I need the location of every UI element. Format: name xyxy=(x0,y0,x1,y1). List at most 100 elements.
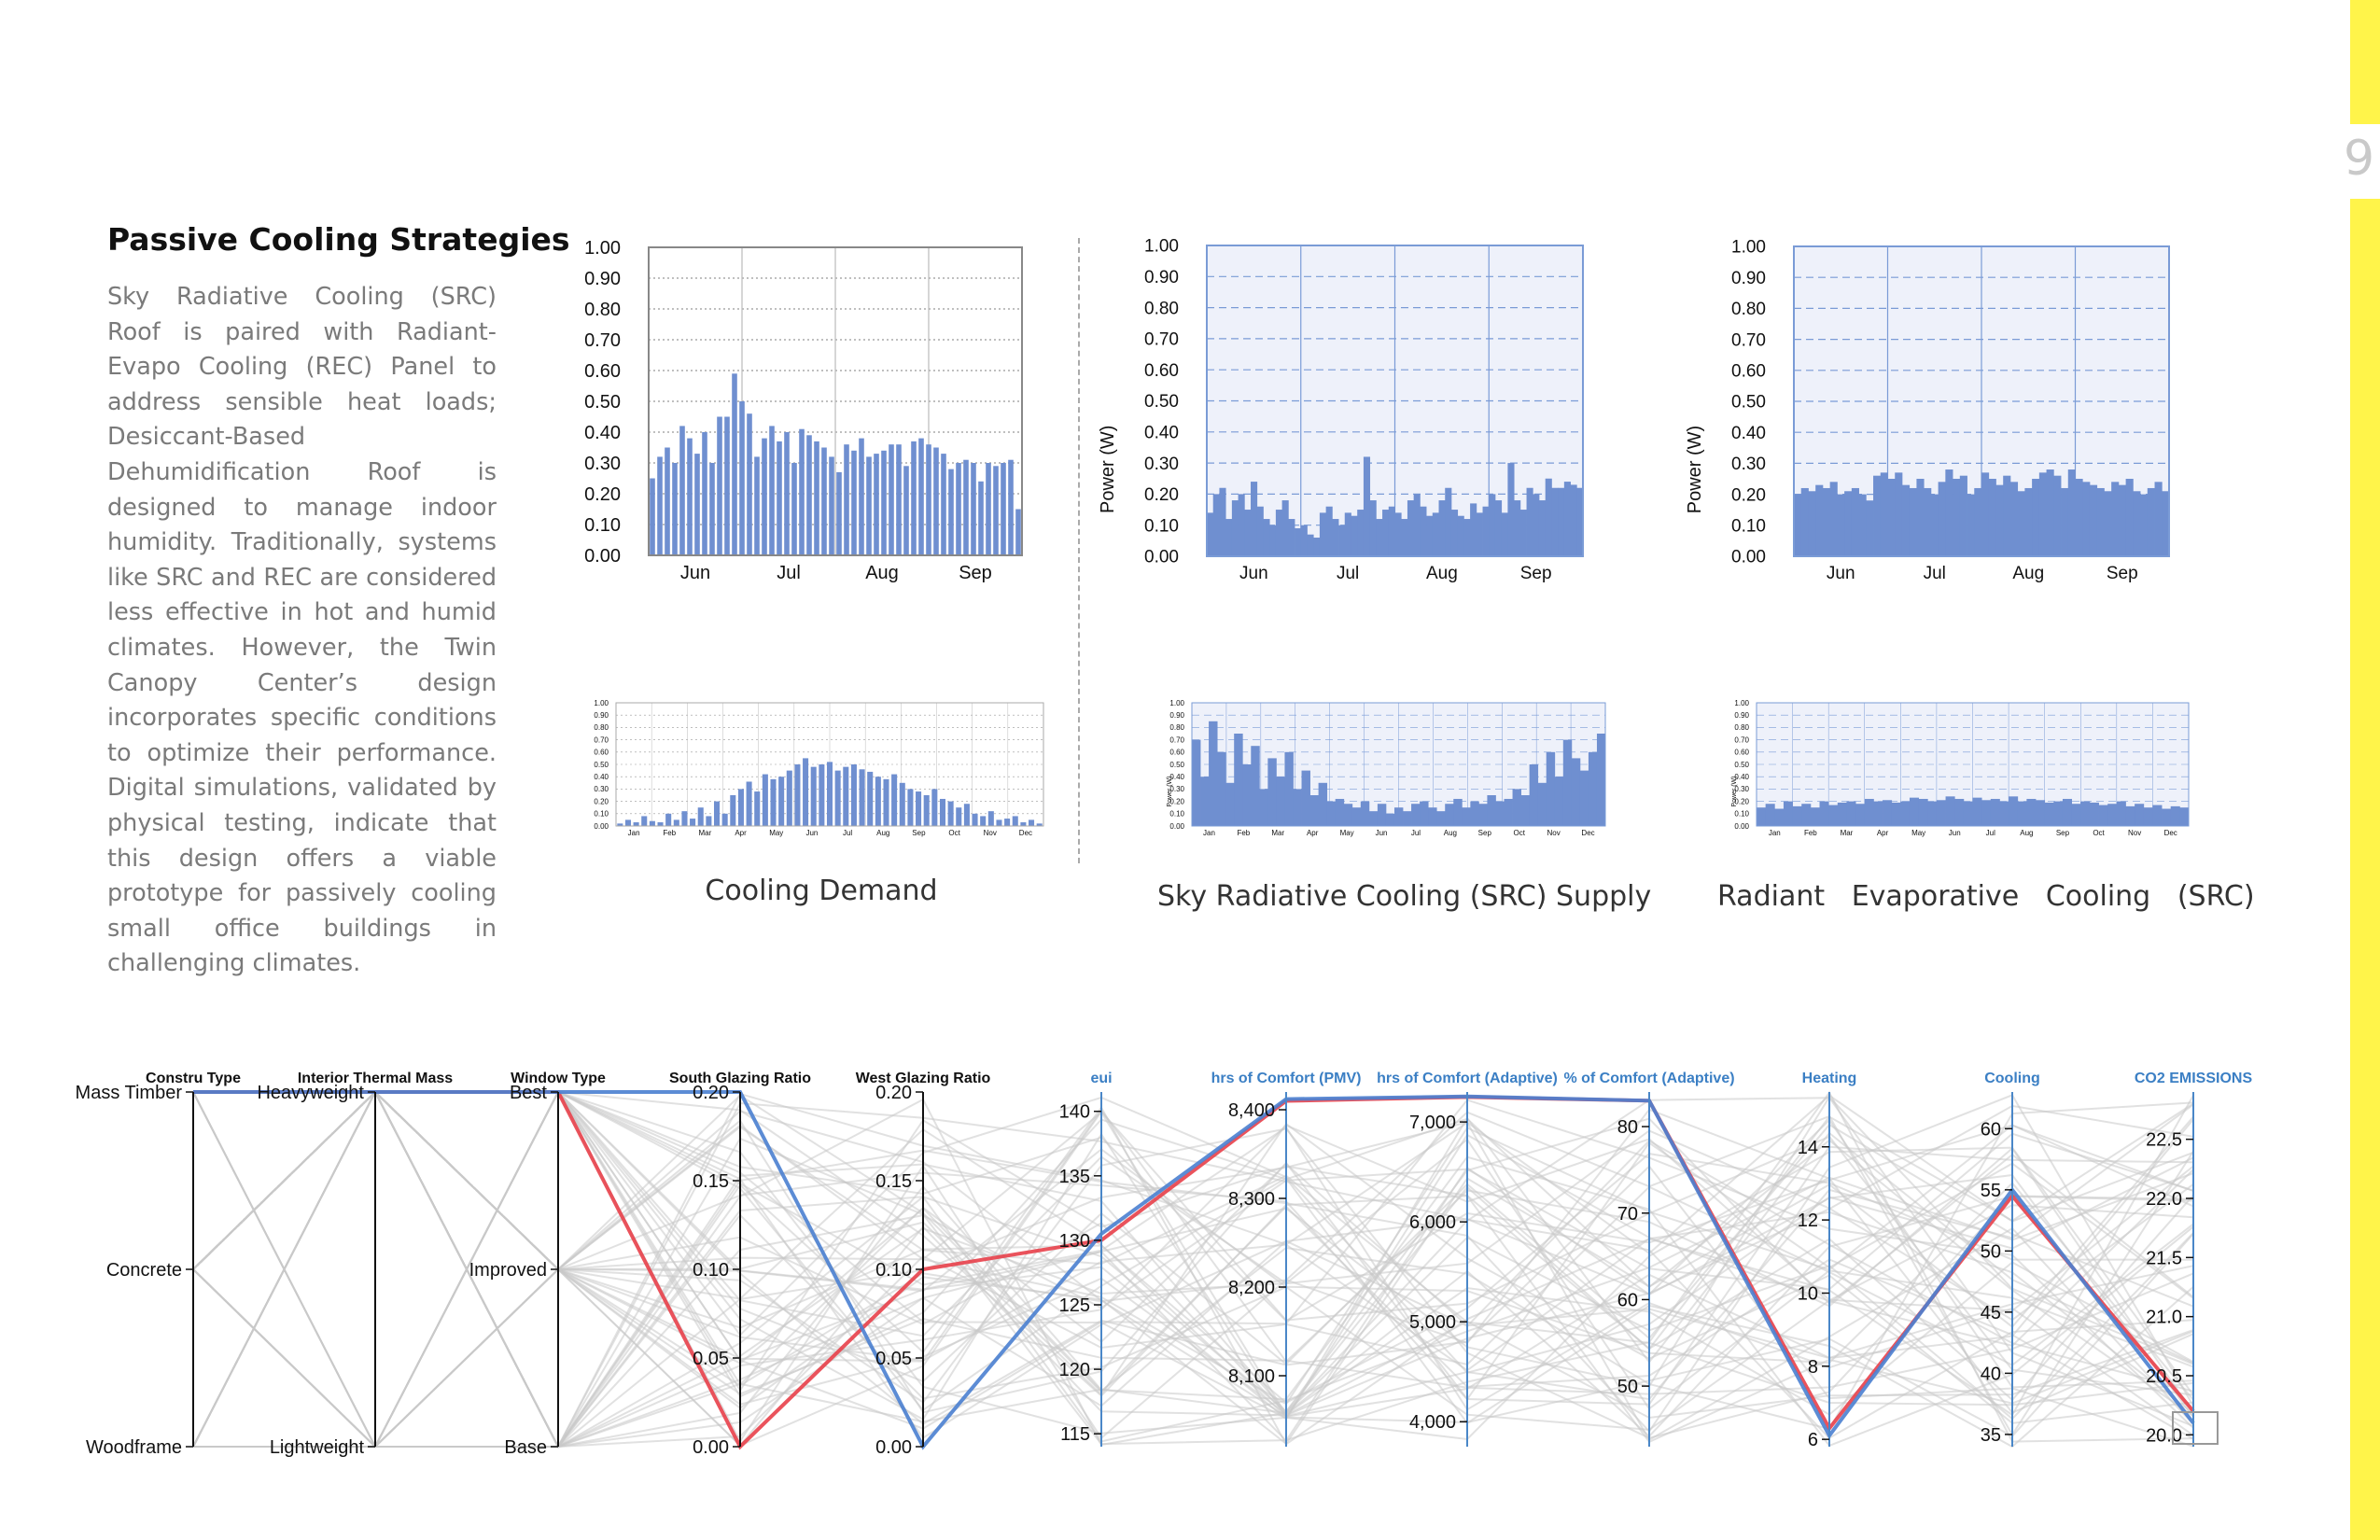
src-supply-year-bar xyxy=(1562,739,1573,826)
cooling-demand-summer-ytick-label: 0.90 xyxy=(584,269,621,289)
caption-rec: Radiant Evaporative Cooling (SRC) xyxy=(1717,880,2255,913)
src-supply-year-bar xyxy=(1428,807,1437,826)
src-supply-summer-bar xyxy=(1413,494,1421,556)
pc-axis-title: hrs of Comfort (PMV) xyxy=(1211,1071,1362,1086)
src-supply-summer-bar xyxy=(1470,503,1477,556)
cooling-demand-summer-bar xyxy=(791,463,797,555)
pc-tick-label: 8,400 xyxy=(1228,1100,1275,1121)
src-supply-summer-bar xyxy=(1576,487,1584,556)
src-supply-summer-bar xyxy=(1332,519,1339,556)
rec-year-bar xyxy=(1828,805,1839,826)
cooling-demand-summer-bar xyxy=(1015,509,1021,555)
src-supply-year-bar xyxy=(1301,770,1310,826)
cooling-demand-year-bar xyxy=(980,816,987,826)
rec-year-bar xyxy=(1945,796,1955,826)
pc-tick-label: 35 xyxy=(1981,1425,2001,1446)
src-supply-year-bar xyxy=(1393,807,1404,826)
rec-summer-bar xyxy=(1800,487,1809,556)
src-supply-year-bar xyxy=(1343,804,1353,826)
rec-summer-bar xyxy=(2017,491,2025,556)
pc-highlight-blue-line xyxy=(193,1090,2195,1450)
pc-tick-label: 20.5 xyxy=(2146,1366,2182,1387)
src-supply-summer-bar xyxy=(1476,512,1483,556)
rec-summer-bar xyxy=(1901,484,1911,556)
pc-tick-label: 115 xyxy=(1060,1424,1090,1445)
rec-year-ytick-label: 0.70 xyxy=(1734,735,1749,744)
src-supply-summer-bar xyxy=(1288,519,1295,556)
rec-summer-bar xyxy=(1967,494,1975,556)
rec-summer-bar xyxy=(2009,482,2019,556)
src-supply-summer-bar xyxy=(1482,506,1490,556)
cooling-demand-summer-bar xyxy=(1008,459,1014,555)
rec-year-bar xyxy=(1963,801,1973,826)
cooling-demand-summer-bar xyxy=(866,456,872,555)
src-supply-year-bar xyxy=(1420,801,1429,826)
cooling-demand-summer-bar xyxy=(911,441,917,555)
pc-tick-label: Heavyweight xyxy=(257,1083,364,1103)
cooling-demand-year-bar xyxy=(721,813,728,826)
pc-tick-label: Concrete xyxy=(106,1260,182,1281)
cooling-demand-year-bar xyxy=(883,778,889,826)
src-supply-year-bar xyxy=(1293,789,1302,826)
cooling-demand-summer-bar xyxy=(732,373,737,555)
src-supply-year-bar xyxy=(1251,746,1260,826)
rec-year-bar xyxy=(2009,796,2019,826)
pc-tick-label: Best xyxy=(510,1083,547,1103)
cooling-demand-summer-ytick-label: 0.80 xyxy=(584,300,621,320)
cooling-demand-year-bar xyxy=(947,801,954,826)
rec-summer-bar xyxy=(1938,482,1946,556)
rec-year-bar xyxy=(1909,797,1920,826)
rec-year-xtick-label: Nov xyxy=(2128,829,2141,837)
rec-year-xtick-label: Jan xyxy=(1769,829,1781,837)
cooling-demand-summer-bar xyxy=(717,416,722,555)
src-supply-year-bar xyxy=(1309,795,1320,826)
cooling-demand-year-xtick-label: Jan xyxy=(628,829,640,837)
rec-year-frame xyxy=(1756,702,2190,827)
rec-year-ytick-label: 0.30 xyxy=(1734,785,1749,793)
rec-summer-ytick-label: 0.60 xyxy=(1731,361,1766,381)
src-supply-summer-bar xyxy=(1338,525,1346,556)
src-supply-summer-bar xyxy=(1558,487,1565,556)
cooling-demand-year-bar xyxy=(665,813,672,826)
cooling-demand-year-bar xyxy=(778,777,785,826)
rec-year-bar xyxy=(2071,804,2081,826)
pc-background-line xyxy=(193,1091,2194,1402)
cooling-demand-summer-xtick-label: Jul xyxy=(777,563,801,583)
rec-summer-bar xyxy=(1988,479,1996,556)
src-supply-year-bar xyxy=(1276,777,1285,826)
src-supply-year-ytick-label: 0.40 xyxy=(1169,773,1184,781)
pc-background-line xyxy=(193,1090,2194,1448)
cooling-demand-year-ytick-label: 1.00 xyxy=(594,699,609,707)
pc-tick-label: 0.20 xyxy=(693,1083,729,1103)
cooling-demand-summer-bar xyxy=(918,438,924,555)
src-supply-summer-ytick-label: 0.90 xyxy=(1144,268,1179,287)
pc-tick-label: 55 xyxy=(1981,1181,2001,1201)
cooling-demand-summer-frame xyxy=(648,246,1023,556)
pc-axis-title: Window Type xyxy=(511,1071,606,1086)
rec-summer-bar xyxy=(2147,487,2155,556)
src-supply-year-bar xyxy=(1267,758,1277,826)
cooling-demand-year-bar xyxy=(819,764,825,826)
cooling-demand-summer-bar xyxy=(874,454,879,555)
rec-summer-bar xyxy=(2133,491,2141,556)
pc-tick-label: 0.15 xyxy=(875,1171,912,1192)
cooling-demand-year-xtick-label: Feb xyxy=(663,829,676,837)
rec-summer-bar xyxy=(1959,475,1967,556)
rec-summer-xtick-label: Jun xyxy=(1827,564,1855,583)
cooling-demand-summer-bar xyxy=(687,438,693,555)
src-supply-year-bar xyxy=(1495,801,1505,826)
src-supply-year-bar xyxy=(1284,751,1294,826)
cooling-demand-summer-bar xyxy=(851,450,857,555)
rec-summer-bar xyxy=(2154,482,2163,556)
src-supply-year-ytick-label: 0.80 xyxy=(1169,723,1184,732)
src-supply-year-bar xyxy=(1445,804,1454,826)
src-supply-year-frame xyxy=(1191,702,1606,827)
rec-summer-bar xyxy=(1808,491,1816,556)
rec-year-bar xyxy=(1999,801,2009,826)
rec-summer-bar xyxy=(2046,469,2054,556)
pc-axis-title: Cooling xyxy=(1984,1071,2040,1086)
cooling-demand-year-bar xyxy=(963,804,970,826)
rec-summer-bar xyxy=(1945,469,1953,556)
pc-axis-title: eui xyxy=(1090,1071,1112,1086)
cooling-demand-year-bar xyxy=(891,774,898,826)
